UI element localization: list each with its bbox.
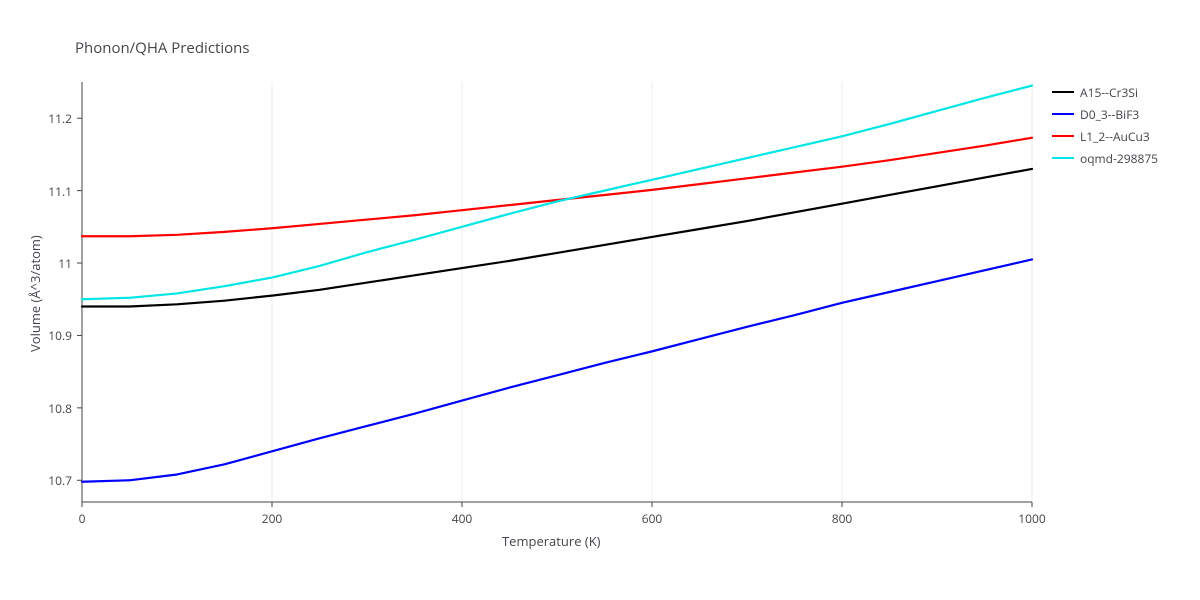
legend-swatch (1052, 113, 1074, 115)
series-line[interactable] (82, 138, 1032, 236)
y-tick-label: 10.9 (48, 327, 72, 344)
y-tick-label: 10.8 (48, 400, 72, 417)
series-line[interactable] (82, 86, 1032, 300)
y-tick-label: 11.1 (48, 183, 72, 200)
legend-swatch (1052, 135, 1074, 137)
y-tick-label: 11 (58, 255, 72, 272)
legend-swatch (1052, 91, 1074, 93)
x-tick-label: 200 (257, 510, 287, 527)
y-axis-label: Volume (Å^3/atom) (26, 235, 44, 352)
y-tick-label: 10.7 (48, 472, 72, 489)
legend-label: oqmd-298875 (1080, 150, 1158, 167)
legend-item[interactable]: A15--Cr3Si (1052, 82, 1158, 102)
x-axis-label: Temperature (K) (502, 532, 601, 550)
legend-item[interactable]: D0_3--BiF3 (1052, 104, 1158, 124)
x-tick-label: 0 (67, 510, 97, 527)
x-tick-label: 800 (827, 510, 857, 527)
legend-item[interactable]: L1_2--AuCu3 (1052, 126, 1158, 146)
y-tick-label: 11.2 (48, 110, 72, 127)
legend-label: L1_2--AuCu3 (1080, 128, 1150, 145)
legend-swatch (1052, 157, 1074, 159)
legend-label: D0_3--BiF3 (1080, 106, 1139, 123)
chart-container: Phonon/QHA Predictions Volume (Å^3/atom)… (0, 0, 1200, 600)
x-tick-label: 600 (637, 510, 667, 527)
x-tick-label: 400 (447, 510, 477, 527)
legend-item[interactable]: oqmd-298875 (1052, 148, 1158, 168)
x-tick-label: 1000 (1017, 510, 1047, 527)
series-line[interactable] (82, 259, 1032, 481)
legend-label: A15--Cr3Si (1080, 84, 1138, 101)
legend: A15--Cr3Si D0_3--BiF3 L1_2--AuCu3 oqmd-2988… (1052, 82, 1158, 170)
